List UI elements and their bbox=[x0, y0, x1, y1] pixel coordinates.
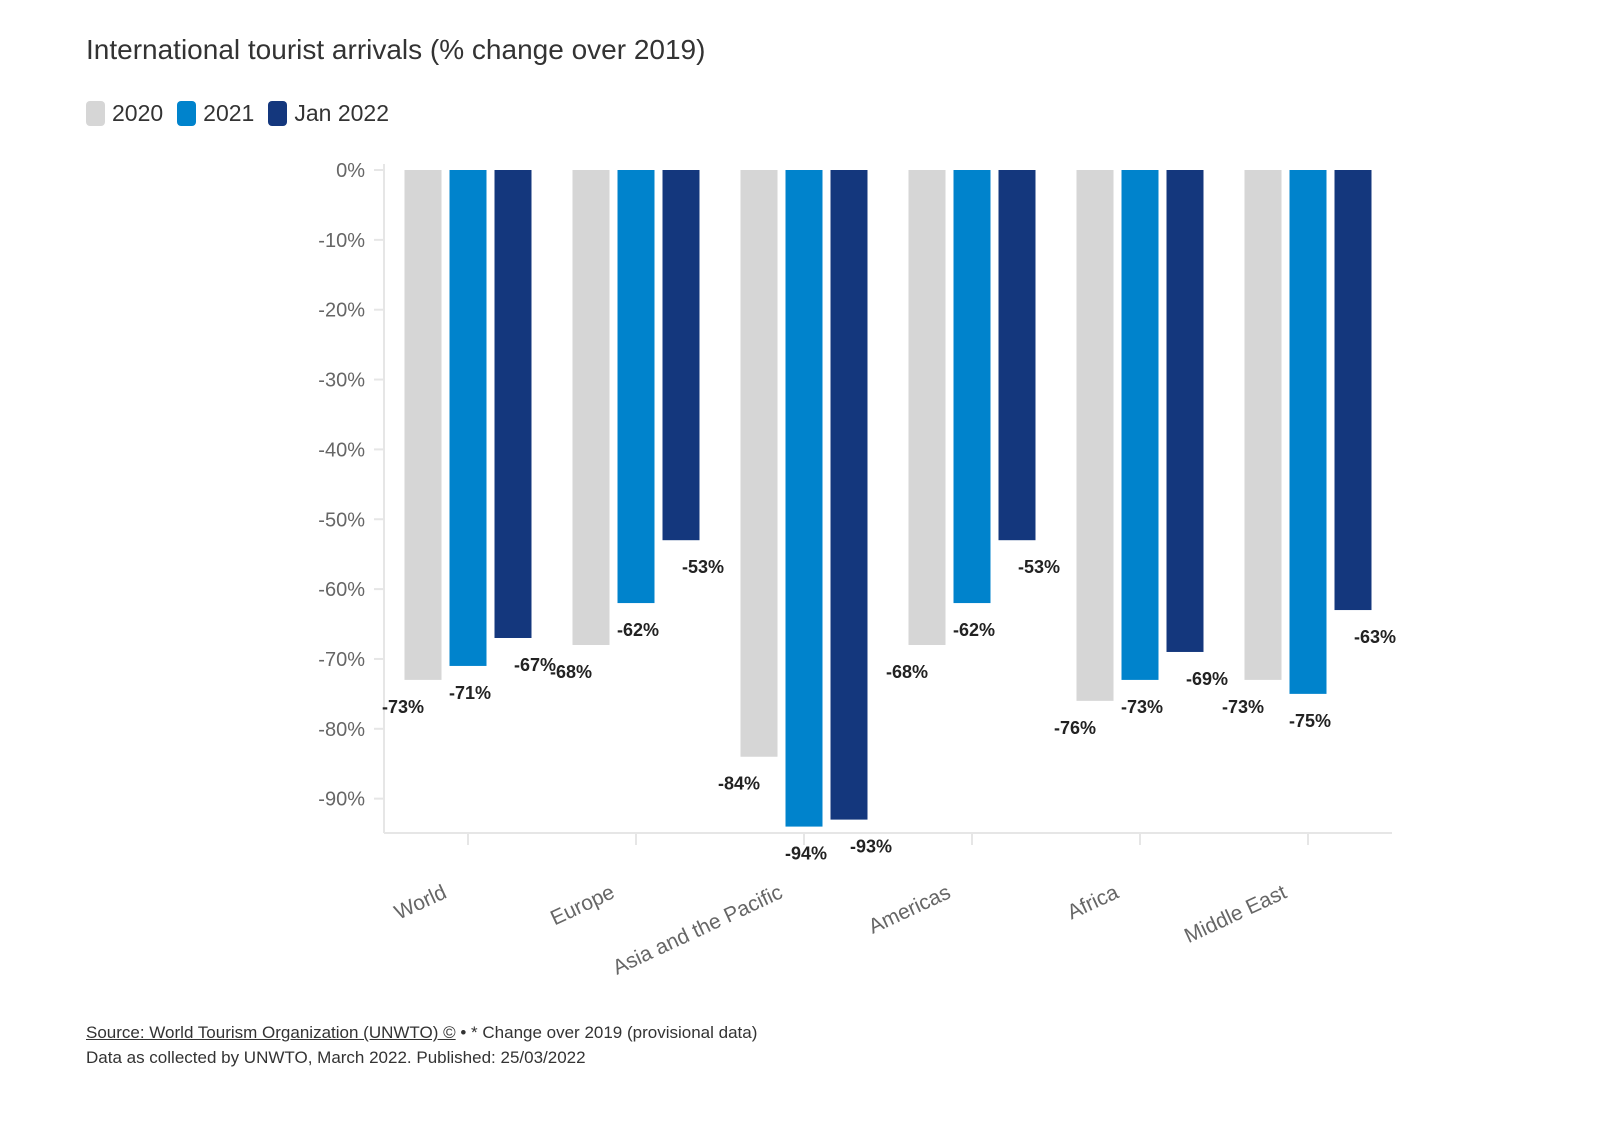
source-link[interactable]: Source: World Tourism Organization (UNWT… bbox=[86, 1023, 456, 1042]
legend-label-2020: 2020 bbox=[112, 100, 164, 126]
y-tick-label: -40% bbox=[318, 439, 365, 461]
data-label: -94% bbox=[785, 844, 827, 864]
legend-item-jan-2022[interactable]: Jan 2022 bbox=[268, 100, 389, 127]
bar-americas-2021 bbox=[953, 170, 991, 604]
y-tick-label: -50% bbox=[318, 509, 365, 531]
data-label: -73% bbox=[382, 697, 424, 717]
y-tick-label: 0% bbox=[336, 160, 365, 182]
bar-americas-jan-2022 bbox=[998, 170, 1036, 541]
bar-asia-and-the-pacific-2020 bbox=[740, 170, 778, 757]
data-label: -76% bbox=[1054, 718, 1096, 738]
y-tick-label: -70% bbox=[318, 649, 365, 671]
y-tick-label: -30% bbox=[318, 370, 365, 392]
data-label: -63% bbox=[1354, 627, 1396, 647]
data-label: -53% bbox=[682, 557, 724, 577]
data-label: -53% bbox=[1018, 557, 1060, 577]
chart-title: International tourist arrivals (% change… bbox=[86, 34, 706, 65]
x-tick-label-world: World bbox=[391, 881, 450, 925]
x-tick-label-asia-and-the-pacific: Asia and the Pacific bbox=[609, 881, 786, 980]
data-label: -68% bbox=[886, 662, 928, 682]
legend-swatch-2020 bbox=[86, 101, 105, 126]
bar-world-2021 bbox=[449, 170, 487, 666]
footer-line-2: Data as collected by UNWTO, March 2022. … bbox=[86, 1048, 586, 1067]
bar-asia-and-the-pacific-2021 bbox=[785, 170, 823, 827]
data-label: -62% bbox=[617, 620, 659, 640]
bar-world-jan-2022 bbox=[494, 170, 532, 638]
y-tick-label: -60% bbox=[318, 579, 365, 601]
x-tick-label-europe: Europe bbox=[547, 881, 618, 930]
data-label: -75% bbox=[1289, 711, 1331, 731]
data-label: -93% bbox=[850, 837, 892, 857]
data-label: -62% bbox=[953, 620, 995, 640]
legend-item-2020[interactable]: 2020 bbox=[86, 100, 163, 127]
x-tick-label-middle-east: Middle East bbox=[1181, 881, 1290, 948]
bar-middle-east-2021 bbox=[1289, 170, 1327, 694]
chart-footer: Source: World Tourism Organization (UNWT… bbox=[86, 1020, 757, 1070]
y-tick-label: -10% bbox=[318, 230, 365, 252]
y-tick-label: -20% bbox=[318, 300, 365, 322]
legend-label-2021: 2021 bbox=[203, 100, 255, 126]
footer-note: • * Change over 2019 (provisional data) bbox=[455, 1023, 758, 1042]
bar-americas-2020 bbox=[908, 170, 946, 645]
footer-line-1: Source: World Tourism Organization (UNWT… bbox=[86, 1020, 757, 1045]
data-label: -69% bbox=[1186, 669, 1228, 689]
legend-swatch-2021 bbox=[177, 101, 197, 126]
bar-asia-and-the-pacific-jan-2022 bbox=[830, 170, 868, 820]
bar-europe-2021 bbox=[617, 170, 655, 604]
data-label: -84% bbox=[718, 774, 760, 794]
bar-africa-2020 bbox=[1076, 170, 1114, 701]
x-tick-label-americas: Americas bbox=[865, 881, 954, 939]
y-tick-label: -90% bbox=[318, 789, 365, 811]
bar-africa-jan-2022 bbox=[1166, 170, 1204, 652]
x-tick-label-africa: Africa bbox=[1064, 881, 1123, 925]
y-tick-label: -80% bbox=[318, 719, 365, 741]
chart-legend: 2020 2021 Jan 2022 bbox=[86, 100, 403, 127]
bar-europe-2020 bbox=[572, 170, 610, 645]
legend-label-jan-2022: Jan 2022 bbox=[294, 100, 389, 126]
data-label: -67% bbox=[514, 655, 556, 675]
data-label: -73% bbox=[1121, 697, 1163, 717]
bar-africa-2021 bbox=[1121, 170, 1159, 680]
data-label: -73% bbox=[1222, 697, 1264, 717]
bar-europe-jan-2022 bbox=[662, 170, 700, 541]
bar-middle-east-2020 bbox=[1244, 170, 1282, 680]
data-label: -71% bbox=[449, 683, 491, 703]
bar-middle-east-jan-2022 bbox=[1334, 170, 1372, 611]
legend-item-2021[interactable]: 2021 bbox=[177, 100, 254, 127]
data-label: -68% bbox=[550, 662, 592, 682]
legend-swatch-jan-2022 bbox=[268, 101, 288, 126]
bar-world-2020 bbox=[404, 170, 442, 680]
bar-chart: 0% -10% -20% -30% -40% -50% -60% -70% -80% -90% Wo… bbox=[318, 160, 1396, 980]
